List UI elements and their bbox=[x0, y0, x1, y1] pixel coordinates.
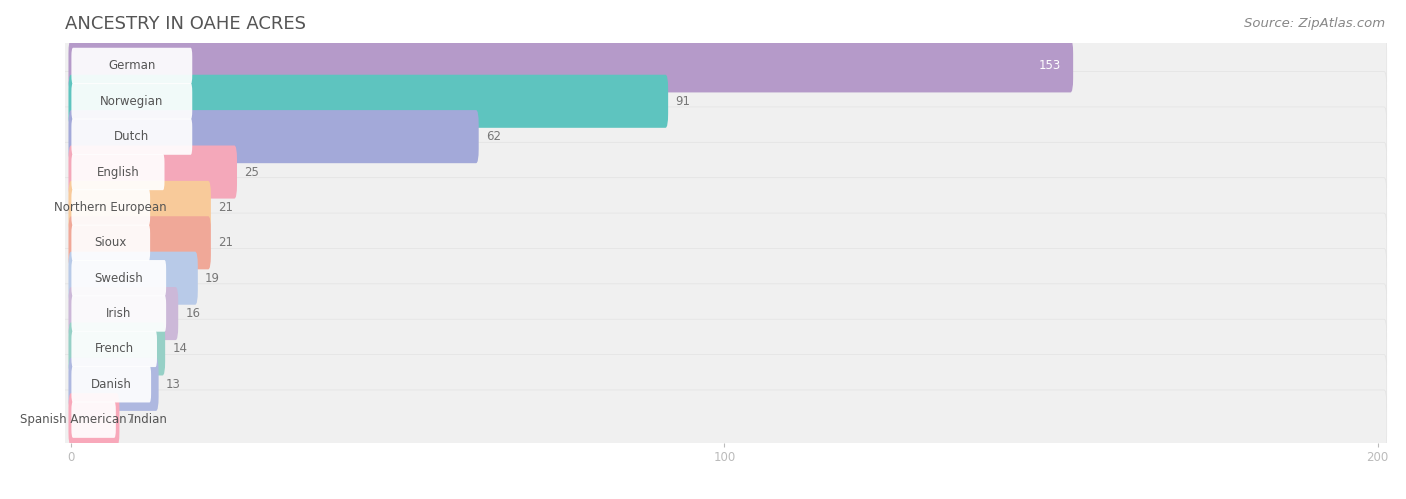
FancyBboxPatch shape bbox=[69, 358, 159, 411]
FancyBboxPatch shape bbox=[72, 260, 166, 296]
Text: Dutch: Dutch bbox=[114, 130, 149, 143]
Text: Northern European: Northern European bbox=[55, 201, 167, 214]
FancyBboxPatch shape bbox=[69, 251, 198, 305]
FancyBboxPatch shape bbox=[62, 71, 1386, 131]
Text: Source: ZipAtlas.com: Source: ZipAtlas.com bbox=[1244, 17, 1385, 30]
FancyBboxPatch shape bbox=[62, 284, 1386, 343]
Text: 91: 91 bbox=[675, 95, 690, 108]
FancyBboxPatch shape bbox=[69, 181, 211, 234]
FancyBboxPatch shape bbox=[69, 39, 1073, 92]
FancyBboxPatch shape bbox=[69, 146, 238, 199]
Text: 21: 21 bbox=[218, 201, 233, 214]
FancyBboxPatch shape bbox=[72, 295, 166, 332]
FancyBboxPatch shape bbox=[62, 319, 1386, 379]
FancyBboxPatch shape bbox=[72, 119, 193, 155]
Text: English: English bbox=[97, 166, 139, 179]
Text: 7: 7 bbox=[127, 413, 134, 426]
FancyBboxPatch shape bbox=[69, 110, 478, 163]
Text: 16: 16 bbox=[186, 307, 201, 320]
FancyBboxPatch shape bbox=[69, 75, 668, 128]
FancyBboxPatch shape bbox=[62, 390, 1386, 450]
Text: ANCESTRY IN OAHE ACRES: ANCESTRY IN OAHE ACRES bbox=[65, 15, 305, 33]
FancyBboxPatch shape bbox=[62, 107, 1386, 166]
FancyBboxPatch shape bbox=[72, 154, 165, 190]
Text: French: French bbox=[94, 342, 134, 355]
FancyBboxPatch shape bbox=[72, 366, 150, 403]
FancyBboxPatch shape bbox=[69, 393, 120, 446]
Text: 19: 19 bbox=[205, 271, 219, 285]
FancyBboxPatch shape bbox=[72, 402, 115, 438]
Text: German: German bbox=[108, 59, 156, 72]
Text: Spanish American Indian: Spanish American Indian bbox=[20, 413, 167, 426]
FancyBboxPatch shape bbox=[62, 213, 1386, 272]
FancyBboxPatch shape bbox=[72, 225, 150, 261]
Text: Irish: Irish bbox=[105, 307, 131, 320]
Text: 14: 14 bbox=[173, 342, 187, 355]
FancyBboxPatch shape bbox=[62, 249, 1386, 308]
FancyBboxPatch shape bbox=[72, 189, 150, 226]
Text: Swedish: Swedish bbox=[94, 271, 143, 285]
Text: Danish: Danish bbox=[91, 378, 132, 391]
Text: 25: 25 bbox=[245, 166, 259, 179]
Text: 62: 62 bbox=[486, 130, 501, 143]
Text: 13: 13 bbox=[166, 378, 181, 391]
FancyBboxPatch shape bbox=[62, 178, 1386, 237]
Text: Sioux: Sioux bbox=[94, 237, 127, 250]
FancyBboxPatch shape bbox=[72, 48, 193, 84]
Text: Norwegian: Norwegian bbox=[100, 95, 163, 108]
FancyBboxPatch shape bbox=[69, 322, 165, 375]
Text: 21: 21 bbox=[218, 237, 233, 250]
FancyBboxPatch shape bbox=[72, 83, 193, 119]
FancyBboxPatch shape bbox=[72, 331, 157, 367]
FancyBboxPatch shape bbox=[69, 287, 179, 340]
Text: 153: 153 bbox=[1039, 59, 1060, 72]
FancyBboxPatch shape bbox=[69, 216, 211, 269]
FancyBboxPatch shape bbox=[62, 355, 1386, 414]
FancyBboxPatch shape bbox=[62, 142, 1386, 202]
FancyBboxPatch shape bbox=[62, 36, 1386, 96]
